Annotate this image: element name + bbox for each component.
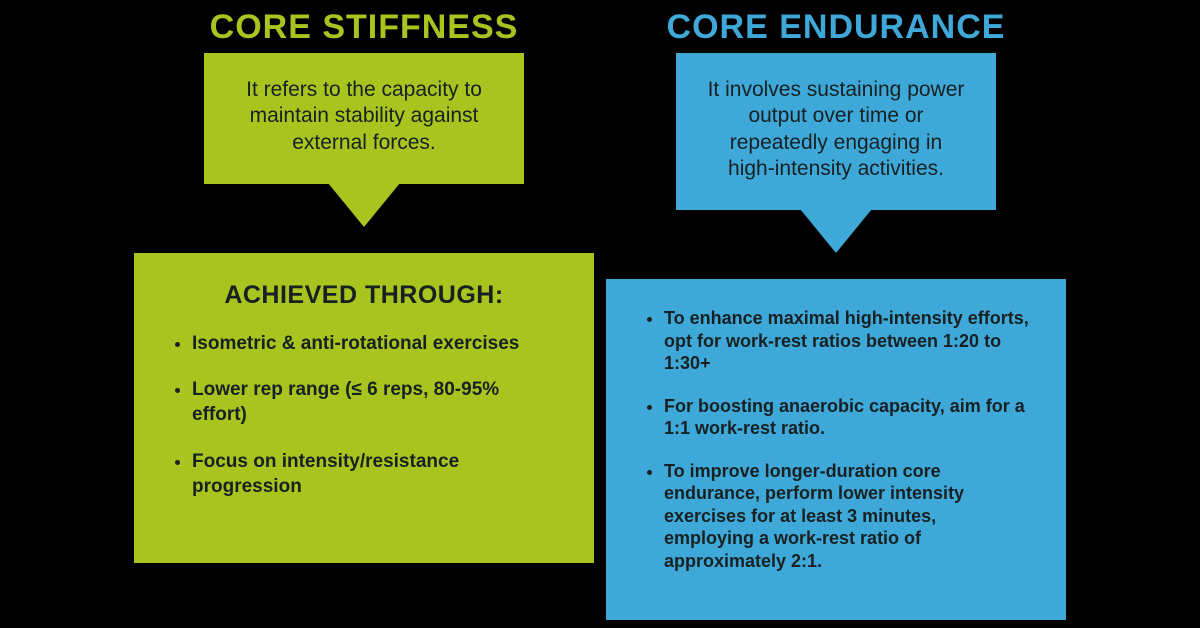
right-heading: CORE ENDURANCE (667, 8, 1006, 47)
right-description-text: It involves sustaining power output over… (708, 78, 965, 180)
infographic-container: CORE STIFFNESS It refers to the capacity… (0, 0, 1200, 620)
achieved-through-heading: ACHIEVED THROUGH: (170, 281, 558, 310)
list-item: To improve longer-duration core enduranc… (664, 460, 1030, 573)
left-description-text: It refers to the capacity to maintain st… (246, 78, 482, 154)
left-column: CORE STIFFNESS It refers to the capacity… (134, 0, 594, 620)
right-bullet-list: To enhance maximal high-intensity effort… (642, 307, 1030, 572)
right-description-box: It involves sustaining power output over… (676, 53, 996, 210)
list-item: Isometric & anti-rotational exercises (192, 332, 558, 357)
left-bullet-list: Isometric & anti-rotational exercises Lo… (170, 332, 558, 499)
right-speech-tail (800, 209, 872, 253)
right-column: CORE ENDURANCE It involves sustaining po… (606, 0, 1066, 620)
left-details-box: ACHIEVED THROUGH: Isometric & anti-rotat… (134, 253, 594, 563)
list-item: To enhance maximal high-intensity effort… (664, 307, 1030, 375)
left-heading: CORE STIFFNESS (210, 8, 519, 47)
list-item: Focus on intensity/resistance progressio… (192, 450, 558, 499)
list-item: For boosting anaerobic capacity, aim for… (664, 395, 1030, 440)
left-description-box: It refers to the capacity to maintain st… (204, 53, 524, 184)
list-item: Lower rep range (≤ 6 reps, 80-95% effort… (192, 378, 558, 427)
right-details-box: To enhance maximal high-intensity effort… (606, 279, 1066, 620)
left-speech-tail (328, 183, 400, 227)
